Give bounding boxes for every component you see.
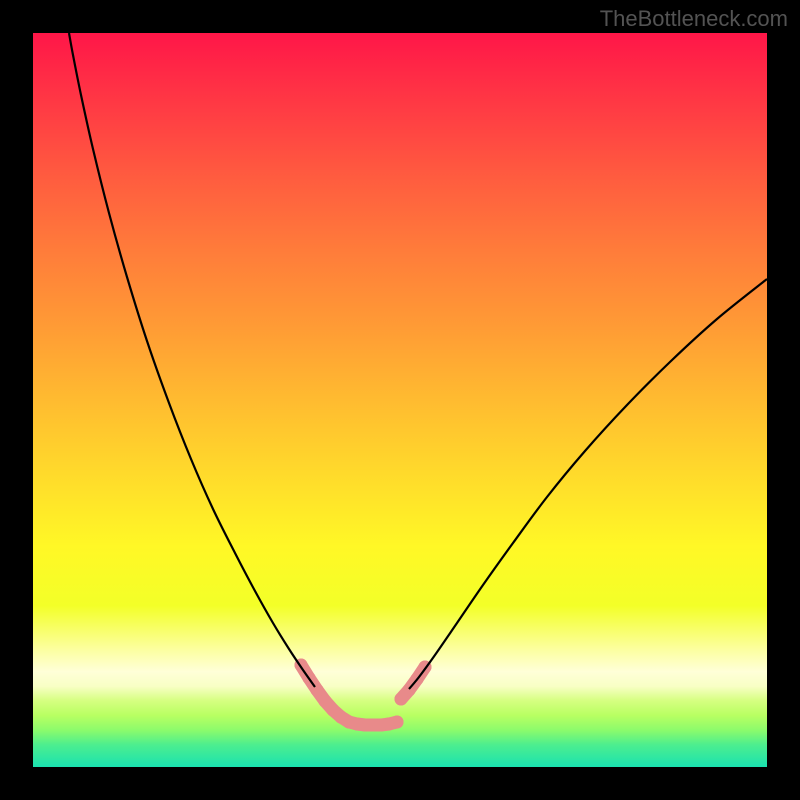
chart-container: TheBottleneck.com — [0, 0, 800, 800]
highlight-overlay — [295, 659, 432, 732]
curve-layer — [33, 33, 767, 767]
curve-right — [409, 279, 767, 689]
plot-area — [33, 33, 767, 767]
curve-left — [69, 33, 315, 687]
watermark-label: TheBottleneck.com — [600, 6, 788, 32]
